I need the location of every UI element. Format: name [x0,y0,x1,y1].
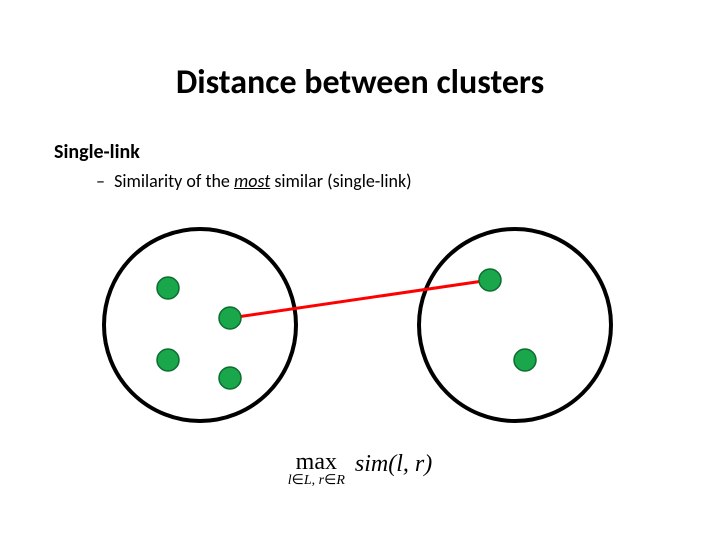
data-point [219,307,241,329]
formula-sim: sim(l, r) [355,450,432,476]
data-point [157,349,179,371]
data-point [514,349,536,371]
formula-max: max [288,450,345,474]
formula: max l∈L, r∈R sim(l, r) [0,450,720,488]
bullet-emph: most [234,170,270,192]
bullet-row: – Similarity of the most similar (single… [96,170,412,192]
slide-title: Distance between clusters [0,62,720,103]
cluster-circle [104,229,296,421]
data-point [157,277,179,299]
diagram-svg [60,210,660,440]
cluster-diagram [60,210,660,440]
formula-max-block: max l∈L, r∈R [288,450,345,488]
cluster-circle [419,229,611,421]
data-point [219,367,241,389]
bullet-dash: – [96,170,110,192]
formula-sub: l∈L, r∈R [288,474,345,488]
section-subhead: Single-link [54,140,140,164]
link-line [230,280,490,318]
bullet-suffix: similar (single-link) [270,170,411,192]
bullet-prefix: Similarity of the [114,170,234,192]
slide-root: Distance between clusters Single-link – … [0,0,720,540]
data-point [479,269,501,291]
